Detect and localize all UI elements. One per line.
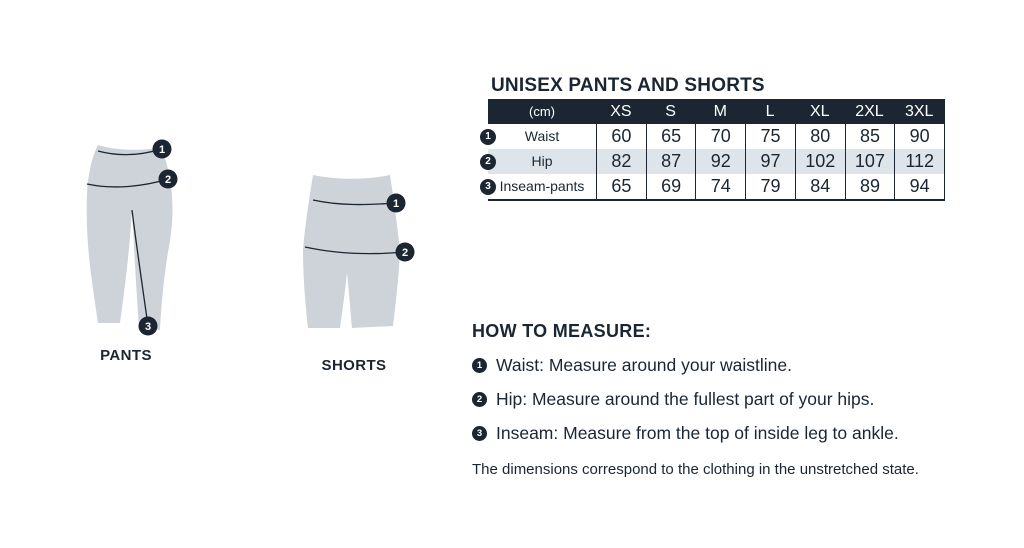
table-cell: 80 [794, 124, 845, 149]
unit-header-cell: (cm) [529, 104, 555, 119]
pants-figure: 1 2 3 PANTS [66, 132, 186, 364]
table-cell: 97 [745, 149, 795, 174]
col-header-m: M [713, 103, 727, 120]
col-header-xl: XL [809, 103, 830, 120]
shorts-hip-line [304, 246, 406, 255]
pants-silhouette [86, 145, 173, 330]
table-cell: 82 [596, 149, 646, 174]
how-to-measure-section: HOW TO MEASURE: 1 Waist: Measure around … [472, 321, 1012, 478]
table-cell: 87 [645, 149, 696, 174]
table-row-inseam: 3 Inseam-pants 65 69 74 79 84 89 94 [480, 174, 944, 199]
size-table: (cm) XS S M L XL 2XL 3XL 1 Waist 60 65 7… [480, 99, 945, 201]
pants-illustration: 1 2 3 [86, 139, 178, 336]
shorts-waist-badge: 1 [386, 193, 406, 213]
row-label-waist: Waist [524, 128, 560, 144]
table-row-waist: 1 Waist 60 65 70 75 80 85 90 [480, 124, 944, 149]
row-label-hip: Hip [531, 153, 553, 169]
shorts-silhouette [303, 175, 400, 328]
measure-text-hip: Hip: Measure around the fullest part of … [496, 389, 875, 409]
shorts-figure: 1 2 SHORTS [292, 170, 416, 374]
shorts-label: SHORTS [321, 357, 387, 374]
inseam-row-badge: 3 [480, 178, 496, 195]
measure-badge-3: 3 [472, 426, 487, 441]
table-cell: 69 [645, 174, 696, 199]
table-cell: 94 [894, 174, 944, 199]
measure-item-waist: 1 Waist: Measure around your waistline. [472, 355, 1012, 376]
pants-waist-badge: 1 [152, 139, 172, 159]
table-cell: 112 [894, 149, 944, 174]
svg-text:1: 1 [159, 144, 165, 156]
table-row-hip: 2 Hip 82 87 92 97 102 107 112 [480, 149, 944, 174]
shorts-illustration: 1 2 [303, 175, 415, 328]
table-header-row: (cm) XS S M L XL 2XL 3XL [488, 99, 944, 124]
col-header-xs: XS [610, 103, 632, 120]
table-cell: 79 [745, 174, 795, 199]
measure-item-hip: 2 Hip: Measure around the fullest part o… [472, 389, 1012, 410]
measure-text-waist: Waist: Measure around your waistline. [496, 355, 793, 375]
col-header-2xl: 2XL [855, 103, 884, 120]
svg-text:3: 3 [145, 321, 151, 333]
waist-row-badge: 1 [480, 128, 496, 145]
measure-item-inseam: 3 Inseam: Measure from the top of inside… [472, 423, 1012, 444]
table-cell: 65 [645, 124, 696, 149]
table-cell: 85 [844, 124, 895, 149]
pants-label: PANTS [100, 347, 152, 364]
measure-text-inseam: Inseam: Measure from the top of inside l… [496, 423, 899, 443]
col-header-3xl: 3XL [904, 103, 934, 120]
table-cell: 60 [596, 124, 646, 149]
svg-text:2: 2 [165, 174, 171, 186]
col-header-l: L [765, 103, 775, 120]
table-cell: 107 [844, 149, 895, 174]
table-cell: 65 [596, 174, 646, 199]
table-cell: 84 [794, 174, 845, 199]
pants-hip-badge: 2 [158, 169, 178, 189]
table-cell: 102 [794, 149, 845, 174]
measure-badge-1: 1 [472, 358, 487, 373]
table-cell: 92 [695, 149, 745, 174]
table-cell: 74 [695, 174, 745, 199]
hip-row-badge: 2 [480, 153, 496, 170]
row-label-inseam: Inseam-pants [499, 178, 585, 194]
table-cell: 75 [745, 124, 795, 149]
table-cell: 89 [844, 174, 895, 199]
table-cell: 90 [894, 124, 944, 149]
pants-inseam-line [131, 209, 149, 327]
svg-text:1: 1 [393, 198, 399, 210]
col-header-s: S [665, 103, 676, 120]
table-title: UNISEX PANTS AND SHORTS [491, 75, 765, 96]
measure-footnote: The dimensions correspond to the clothin… [472, 461, 919, 478]
svg-text:2: 2 [402, 247, 408, 259]
table-cell: 70 [695, 124, 745, 149]
pants-inseam-badge: 3 [138, 316, 158, 336]
measure-badge-2: 2 [472, 392, 487, 407]
how-to-measure-heading: HOW TO MEASURE: [472, 321, 652, 341]
shorts-hip-badge: 2 [395, 242, 415, 262]
